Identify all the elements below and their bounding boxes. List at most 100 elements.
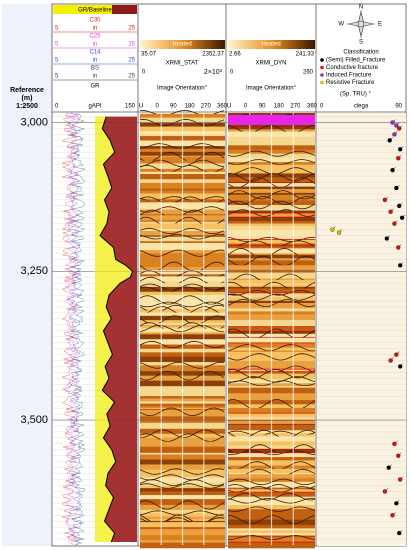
dip-point	[390, 513, 395, 518]
gr-max: 150	[125, 104, 136, 110]
reference-scale: 1:2500	[16, 103, 38, 110]
dip-point	[388, 209, 393, 214]
legend-label: (Semi) Filled_Fracture	[326, 58, 386, 64]
dip-point	[388, 358, 393, 363]
legend-marker	[320, 65, 324, 70]
depth-label: 3,500	[20, 414, 48, 426]
compass-w: W	[338, 22, 344, 28]
stat-orientation: Image Orientation°	[157, 86, 208, 92]
dip-background	[317, 113, 406, 546]
compass-n: N	[359, 5, 363, 11]
stat-min: 35.07	[141, 52, 157, 58]
dip-point	[396, 156, 401, 161]
stat-max: 2352.37	[202, 52, 224, 58]
stat-scale-max: 2×10³	[204, 69, 223, 76]
dip-point	[330, 227, 335, 232]
gr-curve	[99, 116, 134, 543]
curve-max: 25	[128, 58, 135, 64]
orientation-tick: 360	[217, 104, 228, 110]
orientation-tick: U	[139, 104, 143, 110]
reference-title: Reference	[10, 87, 44, 94]
orientation-tick: 180	[274, 104, 285, 110]
dip-point	[397, 203, 402, 208]
compass	[347, 10, 375, 38]
dip-point	[396, 245, 401, 250]
depth-label: 3,250	[20, 265, 48, 277]
orientation-tick: 0	[156, 104, 160, 110]
gr-unit: gAPI	[88, 104, 101, 110]
gr-header: GR/Baseline	[78, 8, 112, 14]
dyn-orientation: Image Orientation°	[246, 86, 297, 92]
dip-point	[398, 263, 403, 268]
dip-point	[384, 236, 389, 241]
curve-unit: in	[93, 26, 98, 32]
dyn-scale-max: 260	[303, 70, 314, 76]
orientation-tick: U	[227, 104, 231, 110]
dyn-scale-min: 0	[230, 70, 234, 76]
curve-max: 25	[128, 74, 135, 80]
dyn-image	[227, 113, 316, 549]
dip-point	[392, 221, 397, 226]
curve-name: BS	[91, 66, 99, 72]
curve-name: C25	[89, 34, 101, 40]
gr-shale-fill	[100, 116, 137, 543]
dip-point	[336, 230, 342, 235]
dip-point	[398, 477, 403, 482]
dip-point	[398, 147, 403, 152]
stat-scale-min: 0	[142, 70, 146, 76]
dip-point	[394, 501, 399, 506]
legend-marker	[320, 73, 324, 77]
dip-xmax: 90	[395, 104, 402, 110]
dip-point	[392, 132, 397, 137]
curve-unit: in	[93, 58, 98, 64]
dip-point	[382, 197, 388, 203]
orientation-tick: 270	[201, 104, 212, 110]
dip-point	[396, 453, 401, 458]
curve-name: C14	[89, 50, 101, 56]
dip-point	[394, 352, 399, 357]
dip-point	[394, 185, 399, 191]
stat-legend: Heated	[172, 42, 191, 48]
classification-title: Classification	[343, 50, 378, 56]
dip-point	[387, 138, 392, 143]
stat-image	[139, 109, 225, 549]
dyn-min: 2.66	[229, 52, 241, 58]
legend-label: Resistive Fracture	[326, 80, 375, 86]
dip-xmin: 0	[320, 104, 324, 110]
image-band	[228, 542, 315, 549]
orientation-tick: 270	[290, 104, 301, 110]
orientation-tick: 90	[170, 104, 177, 110]
dip-point	[382, 489, 388, 494]
magenta-zone	[228, 115, 315, 125]
dip-point	[386, 465, 391, 470]
dip-axis-label: clega	[354, 104, 369, 110]
reference-unit: (m)	[22, 95, 33, 102]
legend-marker	[320, 58, 324, 62]
compass-s: S	[359, 40, 363, 46]
dip-point	[397, 126, 402, 131]
dip-point	[398, 364, 403, 369]
curve-unit: in	[93, 74, 98, 80]
curve-unit: in	[93, 42, 98, 48]
caliper-curve	[70, 112, 86, 546]
stat-name: XRMI_STAT	[166, 61, 199, 67]
dyn-name: XRMI_DYN	[255, 61, 286, 67]
legend-label: Conductive fracture	[326, 65, 379, 71]
curve-name: C30	[89, 18, 101, 24]
curve-min: 5	[55, 74, 59, 80]
image-band	[140, 542, 225, 549]
dip-unit: (Sp. TRU) °	[340, 92, 372, 98]
dip-point	[399, 215, 405, 220]
caliper-curve	[64, 112, 80, 546]
reference-column	[2, 4, 52, 546]
curve-min: 5	[55, 26, 59, 32]
orientation-tick: 90	[259, 104, 266, 110]
curve-min: 5	[55, 58, 59, 64]
curve-min: 5	[55, 42, 59, 48]
dyn-max: 241.33	[296, 52, 315, 58]
dip-point	[394, 123, 399, 128]
dyn-legend: Heated	[261, 42, 280, 48]
depth-label: 3,000	[20, 116, 48, 128]
orientation-tick: 180	[185, 104, 196, 110]
